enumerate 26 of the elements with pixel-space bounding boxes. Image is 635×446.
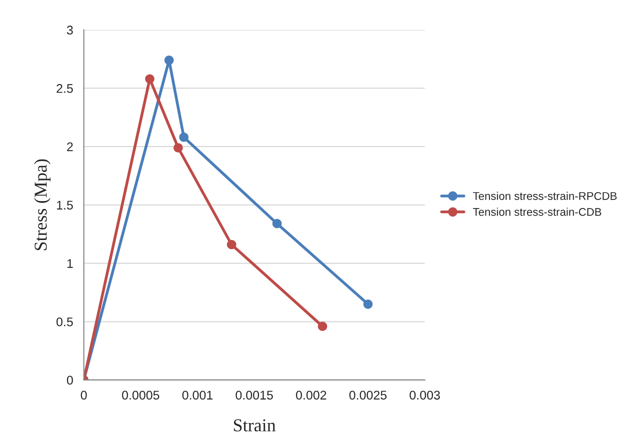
y-axis-title: Stress (Mpa)	[34, 159, 50, 250]
y-tick-label: 0.5	[56, 317, 73, 326]
x-tick-label: 0.003	[410, 390, 440, 400]
point	[179, 132, 189, 142]
point	[145, 74, 154, 84]
point	[363, 299, 373, 309]
point	[173, 143, 183, 152]
y-tick-label: 3	[66, 26, 73, 35]
y-tick-label: 2	[67, 142, 73, 152]
point	[226, 240, 236, 250]
x-tick-label: 0.001	[182, 390, 213, 400]
x-tick-label: 0.0025	[349, 390, 387, 400]
legend-label: Tension stress-strain-CDB	[472, 208, 602, 216]
x-axis-title: Strain	[234, 419, 276, 432]
x-tick-label: 0.0005	[122, 390, 160, 400]
legend-label: Tension stress-strain-RPCDB	[472, 192, 617, 200]
x-tick-label: 0.0015	[236, 390, 273, 400]
point	[318, 322, 328, 331]
y-tick-label: 0	[66, 376, 73, 385]
x-tick-label: 0	[80, 390, 87, 400]
y-tick-label: 2.5	[56, 84, 73, 93]
y-tick-label: 1.5	[56, 200, 73, 210]
point	[164, 56, 174, 65]
point	[272, 218, 282, 228]
x-tick-label: 0.002	[296, 390, 326, 400]
y-tick-label: 1	[67, 259, 73, 268]
